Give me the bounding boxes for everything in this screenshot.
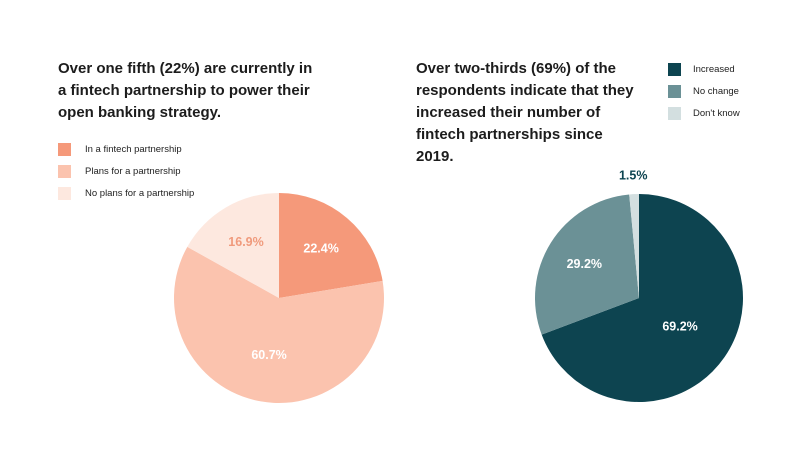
- pie-slice-increased: [541, 194, 743, 402]
- legend-item-in-fintech-partnership: In a fintech partnership: [58, 138, 194, 160]
- slice-label-dont-know: 1.5%: [619, 168, 648, 182]
- slice-label-plans: 60.7%: [251, 348, 286, 362]
- slice-label-no-change: 29.2%: [567, 257, 602, 271]
- right-legend: Increased No change Don't know: [668, 58, 740, 124]
- legend-swatch-no-change: [668, 84, 681, 98]
- legend-item-increased: Increased: [668, 58, 740, 80]
- pie-slice-no-change: [535, 194, 639, 335]
- legend-label: Don't know: [693, 107, 740, 119]
- pie-slice-no-plans: [187, 193, 279, 298]
- legend-item-no-plans: No plans for a partnership: [58, 182, 194, 204]
- legend-label: Plans for a partnership: [85, 165, 181, 177]
- legend-swatch-in-partnership: [58, 142, 71, 156]
- legend-label: In a fintech partnership: [85, 143, 182, 155]
- legend-swatch-dont-know: [668, 106, 681, 120]
- left-chart-title: Over one fifth (22%) are currently in a …: [58, 60, 313, 121]
- legend-label: Increased: [693, 63, 735, 75]
- slice-label-in-partnership: 22.4%: [303, 241, 338, 255]
- legend-swatch-no-plans: [58, 186, 71, 200]
- right-chart-title: Over two-thirds (69%) of the respondents…: [416, 60, 634, 165]
- pie-slice-in-partnership: [279, 193, 383, 298]
- legend-item-no-change: No change: [668, 80, 740, 102]
- slice-label-increased: 69.2%: [662, 319, 697, 333]
- pie-slice-plans: [173, 246, 384, 404]
- legend-item-dont-know: Don't know: [668, 102, 740, 124]
- legend-swatch-increased: [668, 62, 681, 76]
- left-legend: In a fintech partnership Plans for a par…: [58, 138, 194, 204]
- pie-slice-dont-know: [629, 194, 639, 298]
- legend-item-plans-for-partnership: Plans for a partnership: [58, 160, 194, 182]
- legend-label: No plans for a partnership: [85, 187, 195, 199]
- legend-swatch-plans: [58, 164, 71, 178]
- legend-label: No change: [693, 85, 739, 97]
- slice-label-no-plans: 16.9%: [228, 235, 263, 249]
